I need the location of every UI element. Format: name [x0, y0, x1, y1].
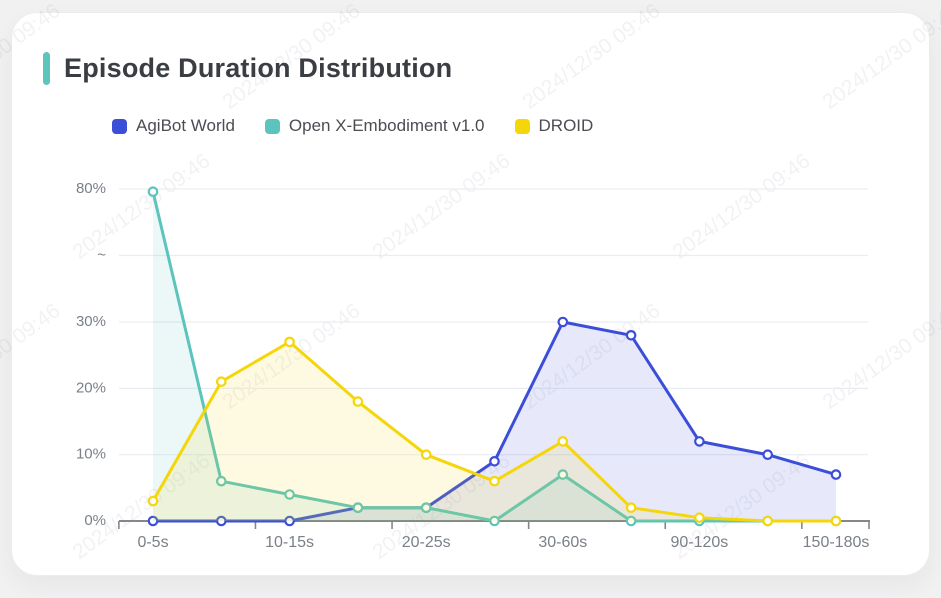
x-axis-tick-label: 30-60s	[538, 534, 587, 551]
data-point-droid[interactable]	[625, 502, 637, 513]
y-axis-tick-label: 10%	[76, 446, 106, 463]
chart-title: Episode Duration Distribution	[64, 53, 453, 83]
data-point-open-x-embodiment-v1-0[interactable]	[284, 489, 295, 500]
legend-swatch-agibot-world	[112, 118, 127, 134]
x-axis-tick-label: 150-180s	[803, 534, 870, 551]
legend-item-open-x-embodiment[interactable]: Open X-Embodiment v1.0	[264, 116, 485, 136]
data-point-droid[interactable]	[352, 396, 364, 407]
data-point-open-x-embodiment-v1-0[interactable]	[147, 186, 159, 197]
data-point-agibot-world[interactable]	[762, 449, 773, 460]
legend-label-open-x-embodiment: Open X-Embodiment v1.0	[288, 116, 485, 135]
data-point-droid[interactable]	[694, 512, 705, 523]
data-point-droid[interactable]	[489, 475, 500, 487]
legend-item-agibot-world[interactable]: AgiBot World	[112, 116, 235, 136]
data-point-droid[interactable]	[216, 376, 227, 387]
series-area-droid	[153, 341, 836, 521]
data-point-agibot-world[interactable]	[694, 436, 705, 447]
title-accent-bar	[43, 52, 50, 85]
x-axis-tick-label: 20-25s	[402, 534, 451, 551]
data-point-droid[interactable]	[284, 336, 295, 348]
data-point-agibot-world[interactable]	[489, 455, 500, 467]
data-point-droid[interactable]	[557, 436, 569, 447]
x-axis-tick-label: 10-15s	[265, 534, 314, 551]
chart-title-row: Episode Duration Distribution	[43, 52, 452, 85]
data-point-agibot-world[interactable]	[284, 515, 295, 527]
y-axis-tick-label: 30%	[76, 313, 106, 330]
legend-label-droid: DROID	[538, 116, 594, 135]
data-point-open-x-embodiment-v1-0[interactable]	[352, 502, 364, 513]
data-point-agibot-world[interactable]	[557, 316, 569, 328]
data-point-droid[interactable]	[420, 449, 432, 460]
legend-swatch-droid	[514, 118, 530, 134]
data-point-agibot-world[interactable]	[625, 329, 637, 341]
legend-swatch-open-x-embodiment	[264, 118, 280, 134]
data-point-open-x-embodiment-v1-0[interactable]	[557, 469, 569, 480]
legend-label-agibot-world: AgiBot World	[136, 116, 235, 135]
series-area-open-x-embodiment-v1-0	[153, 191, 836, 521]
legend-item-droid[interactable]: DROID	[514, 116, 594, 136]
data-point-agibot-world[interactable]	[830, 469, 842, 480]
x-axis-tick-label: 0-5s	[137, 534, 168, 551]
data-point-droid[interactable]	[147, 495, 159, 507]
series-area-agibot-world	[153, 322, 836, 521]
data-point-droid[interactable]	[830, 515, 842, 527]
data-point-open-x-embodiment-v1-0[interactable]	[625, 515, 637, 527]
chart-legend: AgiBot World Open X-Embodiment v1.0 DROI…	[112, 116, 593, 136]
y-axis-tick-label: 20%	[76, 379, 106, 396]
data-point-open-x-embodiment-v1-0[interactable]	[420, 502, 432, 513]
y-axis-tick-label: ~	[97, 246, 106, 263]
data-point-agibot-world[interactable]	[147, 515, 159, 527]
data-point-open-x-embodiment-v1-0[interactable]	[489, 515, 500, 527]
data-point-open-x-embodiment-v1-0[interactable]	[216, 475, 227, 487]
x-axis-tick-label: 90-120s	[670, 534, 728, 551]
y-axis-tick-label: 0%	[84, 512, 106, 529]
data-point-droid[interactable]	[762, 515, 773, 527]
data-point-agibot-world[interactable]	[216, 515, 227, 527]
y-axis-tick-label: 80%	[76, 180, 106, 197]
